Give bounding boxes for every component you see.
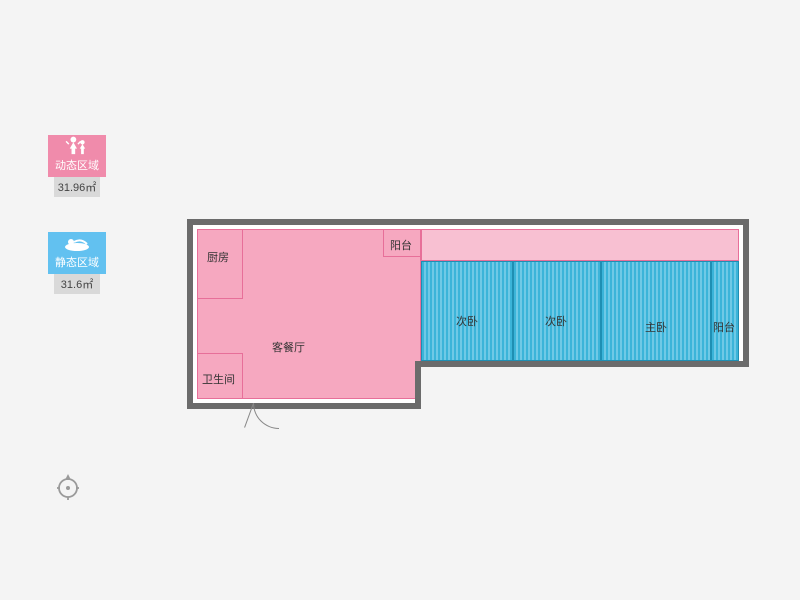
legend-static-icon: 静态区域 xyxy=(48,232,106,274)
room-bedroom2b xyxy=(513,261,601,361)
sleep-icon xyxy=(63,232,91,252)
room-label-bedroom2b: 次卧 xyxy=(545,313,567,329)
legend-dynamic: 动态区域 31.96㎡ xyxy=(48,135,106,197)
room-balcony2 xyxy=(711,261,739,361)
corridor-top-band xyxy=(421,229,739,261)
room-label-balcony1: 阳台 xyxy=(390,237,412,253)
room-master xyxy=(601,261,711,361)
room-label-master: 主卧 xyxy=(645,319,667,335)
people-icon xyxy=(64,135,90,155)
room-label-bedroom2a: 次卧 xyxy=(456,313,478,329)
legend-static: 静态区域 31.6㎡ xyxy=(48,232,106,294)
legend-static-value: 31.6㎡ xyxy=(54,274,100,294)
floorplan: 客餐厅厨房阳台卫生间次卧次卧主卧阳台 xyxy=(193,225,743,403)
room-label-bathroom: 卫生间 xyxy=(202,371,235,387)
legend-dynamic-value: 31.96㎡ xyxy=(54,177,100,197)
legend-dynamic-label: 动态区域 xyxy=(55,155,99,177)
room-label-balcony2: 阳台 xyxy=(713,319,735,335)
notch-wall-h xyxy=(421,361,749,367)
legend-static-label: 静态区域 xyxy=(55,252,99,274)
compass-icon xyxy=(54,472,82,500)
room-label-kitchen: 厨房 xyxy=(207,249,229,265)
plan-notch xyxy=(421,361,749,409)
room-bedroom2a xyxy=(421,261,513,361)
room-label-living: 客餐厅 xyxy=(272,339,305,355)
notch-wall-v xyxy=(415,361,421,409)
door-arc xyxy=(253,403,279,429)
legend-dynamic-icon: 动态区域 xyxy=(48,135,106,177)
